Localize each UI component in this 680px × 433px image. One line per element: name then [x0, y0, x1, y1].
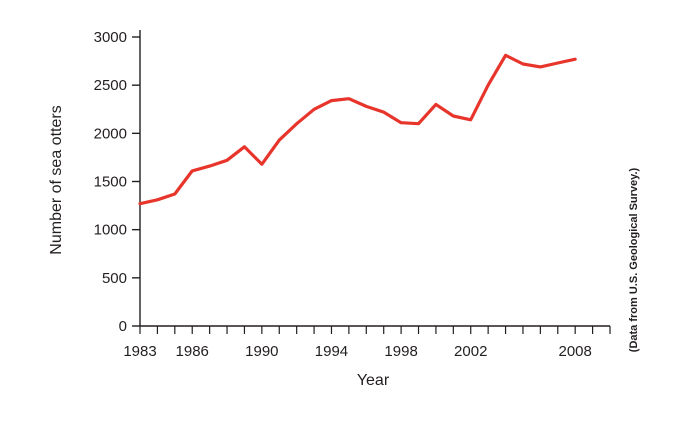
x-axis-label: Year [357, 372, 390, 389]
y-tick-label: 2000 [94, 125, 127, 142]
x-tick-label: 1990 [245, 343, 278, 360]
y-tick-label: 3000 [94, 29, 127, 46]
x-tick-label: 2008 [558, 343, 591, 360]
y-tick-label: 0 [119, 318, 127, 335]
x-tick-label: 1994 [315, 343, 348, 360]
y-tick-label: 500 [102, 270, 127, 287]
y-axis: 0 500 1000 1500 2000 2500 3000 [94, 29, 141, 335]
x-axis: 1983 1986 1990 1994 1998 2002 2008 [123, 325, 611, 360]
x-tick-label: 1998 [384, 343, 417, 360]
y-tick-label: 1500 [94, 174, 127, 191]
source-note: (Data from U.S. Geological Survey.) [628, 167, 640, 352]
x-tick-label: 1986 [176, 343, 209, 360]
y-axis-label: Number of sea otters [48, 105, 65, 254]
x-tick-label: 1983 [123, 343, 156, 360]
y-tick-label: 2500 [94, 77, 127, 94]
y-tick-label: 1000 [94, 222, 127, 239]
x-tick-label: 2002 [454, 343, 487, 360]
series-layer [138, 53, 577, 206]
series-line [138, 53, 577, 206]
